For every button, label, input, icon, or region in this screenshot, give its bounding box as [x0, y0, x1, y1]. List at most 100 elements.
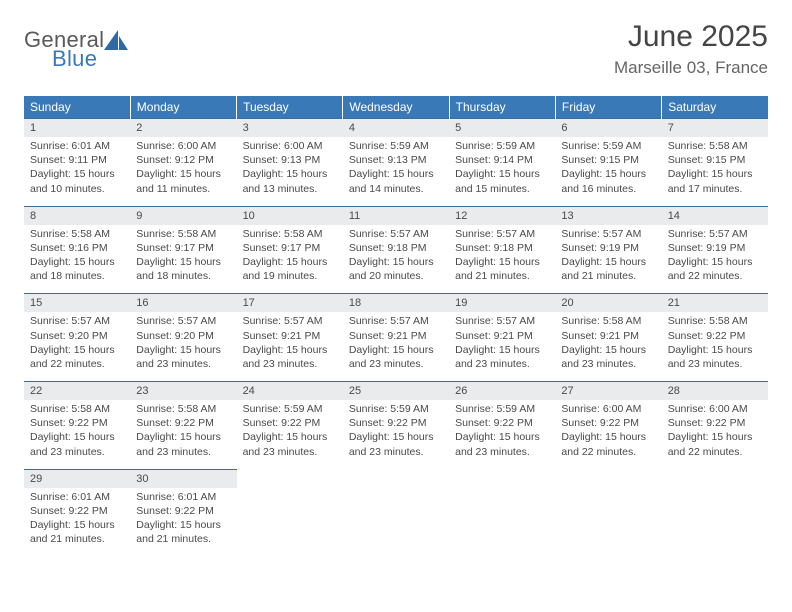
- day-number-cell: 10: [237, 206, 343, 225]
- day-detail-row: Sunrise: 6:01 AMSunset: 9:11 PMDaylight:…: [24, 137, 768, 206]
- day-daylight1: Daylight: 15 hours: [561, 255, 655, 269]
- day-daylight2: and 23 minutes.: [349, 357, 443, 371]
- calendar-table: SundayMondayTuesdayWednesdayThursdayFrid…: [24, 96, 768, 556]
- day-sunrise: Sunrise: 5:59 AM: [561, 139, 655, 153]
- day-daylight1: Daylight: 15 hours: [668, 255, 762, 269]
- day-sunset: Sunset: 9:12 PM: [136, 153, 230, 167]
- weekday-header: Saturday: [662, 96, 768, 119]
- weekday-header: Sunday: [24, 96, 130, 119]
- day-daylight1: Daylight: 15 hours: [30, 167, 124, 181]
- day-sunrise: Sunrise: 5:58 AM: [561, 314, 655, 328]
- brand-word2: Blue: [52, 47, 104, 70]
- day-daylight1: Daylight: 15 hours: [136, 167, 230, 181]
- day-detail-row: Sunrise: 5:58 AMSunset: 9:22 PMDaylight:…: [24, 400, 768, 469]
- day-number-cell: 4: [343, 119, 449, 138]
- day-detail-cell: Sunrise: 5:58 AMSunset: 9:16 PMDaylight:…: [24, 225, 130, 294]
- day-detail-cell: [237, 488, 343, 557]
- day-sunrise: Sunrise: 6:01 AM: [136, 490, 230, 504]
- day-daylight2: and 22 minutes.: [561, 445, 655, 459]
- day-detail-cell: Sunrise: 6:01 AMSunset: 9:22 PMDaylight:…: [130, 488, 236, 557]
- day-daylight1: Daylight: 15 hours: [561, 343, 655, 357]
- weekday-header: Thursday: [449, 96, 555, 119]
- day-daylight2: and 14 minutes.: [349, 182, 443, 196]
- day-daylight1: Daylight: 15 hours: [30, 343, 124, 357]
- day-daylight1: Daylight: 15 hours: [136, 518, 230, 532]
- day-number-cell: [449, 469, 555, 488]
- day-daylight2: and 16 minutes.: [561, 182, 655, 196]
- day-daylight1: Daylight: 15 hours: [349, 167, 443, 181]
- day-number-cell: 19: [449, 294, 555, 313]
- day-daylight2: and 23 minutes.: [455, 357, 549, 371]
- day-number-cell: 2: [130, 119, 236, 138]
- day-sunrise: Sunrise: 5:57 AM: [349, 227, 443, 241]
- location-label: Marseille 03, France: [614, 58, 768, 78]
- day-daylight1: Daylight: 15 hours: [30, 518, 124, 532]
- day-detail-cell: Sunrise: 6:01 AMSunset: 9:22 PMDaylight:…: [24, 488, 130, 557]
- day-detail-cell: Sunrise: 5:59 AMSunset: 9:22 PMDaylight:…: [237, 400, 343, 469]
- day-daylight2: and 21 minutes.: [455, 269, 549, 283]
- day-daylight1: Daylight: 15 hours: [349, 255, 443, 269]
- weekday-header: Friday: [555, 96, 661, 119]
- day-detail-cell: Sunrise: 6:00 AMSunset: 9:22 PMDaylight:…: [662, 400, 768, 469]
- day-detail-cell: [449, 488, 555, 557]
- day-sunset: Sunset: 9:22 PM: [136, 416, 230, 430]
- day-sunset: Sunset: 9:21 PM: [455, 329, 549, 343]
- day-sunset: Sunset: 9:21 PM: [243, 329, 337, 343]
- day-sunrise: Sunrise: 5:57 AM: [455, 314, 549, 328]
- day-daylight2: and 10 minutes.: [30, 182, 124, 196]
- day-sunset: Sunset: 9:17 PM: [136, 241, 230, 255]
- brand-text: General Blue: [24, 28, 104, 70]
- day-daylight1: Daylight: 15 hours: [243, 343, 337, 357]
- day-sunset: Sunset: 9:22 PM: [30, 416, 124, 430]
- day-sunset: Sunset: 9:13 PM: [349, 153, 443, 167]
- day-daylight2: and 13 minutes.: [243, 182, 337, 196]
- day-daylight2: and 22 minutes.: [30, 357, 124, 371]
- day-sunrise: Sunrise: 5:59 AM: [455, 139, 549, 153]
- day-sunrise: Sunrise: 6:00 AM: [243, 139, 337, 153]
- day-sunset: Sunset: 9:15 PM: [668, 153, 762, 167]
- day-daylight2: and 21 minutes.: [136, 532, 230, 546]
- day-daylight2: and 22 minutes.: [668, 445, 762, 459]
- day-detail-cell: Sunrise: 5:59 AMSunset: 9:15 PMDaylight:…: [555, 137, 661, 206]
- day-detail-cell: Sunrise: 5:59 AMSunset: 9:14 PMDaylight:…: [449, 137, 555, 206]
- day-daylight2: and 18 minutes.: [136, 269, 230, 283]
- day-daylight2: and 23 minutes.: [349, 445, 443, 459]
- day-sunrise: Sunrise: 6:00 AM: [136, 139, 230, 153]
- day-number-cell: 18: [343, 294, 449, 313]
- day-sunrise: Sunrise: 6:01 AM: [30, 490, 124, 504]
- day-detail-cell: Sunrise: 5:58 AMSunset: 9:21 PMDaylight:…: [555, 312, 661, 381]
- day-sunrise: Sunrise: 5:57 AM: [455, 227, 549, 241]
- day-daylight2: and 23 minutes.: [455, 445, 549, 459]
- brand-logo: General Blue: [24, 20, 130, 70]
- day-number-cell: 9: [130, 206, 236, 225]
- day-number-cell: 16: [130, 294, 236, 313]
- day-sunset: Sunset: 9:15 PM: [561, 153, 655, 167]
- title-block: June 2025 Marseille 03, France: [614, 20, 768, 78]
- day-sunset: Sunset: 9:18 PM: [455, 241, 549, 255]
- day-sunrise: Sunrise: 5:57 AM: [349, 314, 443, 328]
- day-sunset: Sunset: 9:19 PM: [561, 241, 655, 255]
- day-sunset: Sunset: 9:20 PM: [136, 329, 230, 343]
- day-sunset: Sunset: 9:22 PM: [455, 416, 549, 430]
- day-daylight1: Daylight: 15 hours: [455, 167, 549, 181]
- day-daylight1: Daylight: 15 hours: [136, 255, 230, 269]
- day-daylight2: and 23 minutes.: [243, 445, 337, 459]
- day-daylight2: and 23 minutes.: [243, 357, 337, 371]
- day-sunrise: Sunrise: 5:58 AM: [30, 227, 124, 241]
- day-detail-cell: Sunrise: 5:58 AMSunset: 9:22 PMDaylight:…: [662, 312, 768, 381]
- day-daylight2: and 21 minutes.: [30, 532, 124, 546]
- day-daylight2: and 23 minutes.: [561, 357, 655, 371]
- day-daylight1: Daylight: 15 hours: [561, 430, 655, 444]
- day-number-cell: [343, 469, 449, 488]
- day-daylight2: and 21 minutes.: [561, 269, 655, 283]
- day-sunset: Sunset: 9:16 PM: [30, 241, 124, 255]
- day-daylight2: and 23 minutes.: [136, 357, 230, 371]
- day-daylight2: and 11 minutes.: [136, 182, 230, 196]
- day-daylight1: Daylight: 15 hours: [243, 255, 337, 269]
- day-number-cell: 15: [24, 294, 130, 313]
- day-detail-cell: Sunrise: 5:57 AMSunset: 9:18 PMDaylight:…: [449, 225, 555, 294]
- day-sunset: Sunset: 9:13 PM: [243, 153, 337, 167]
- day-sunrise: Sunrise: 5:57 AM: [136, 314, 230, 328]
- day-detail-cell: Sunrise: 6:00 AMSunset: 9:22 PMDaylight:…: [555, 400, 661, 469]
- day-number-cell: 21: [662, 294, 768, 313]
